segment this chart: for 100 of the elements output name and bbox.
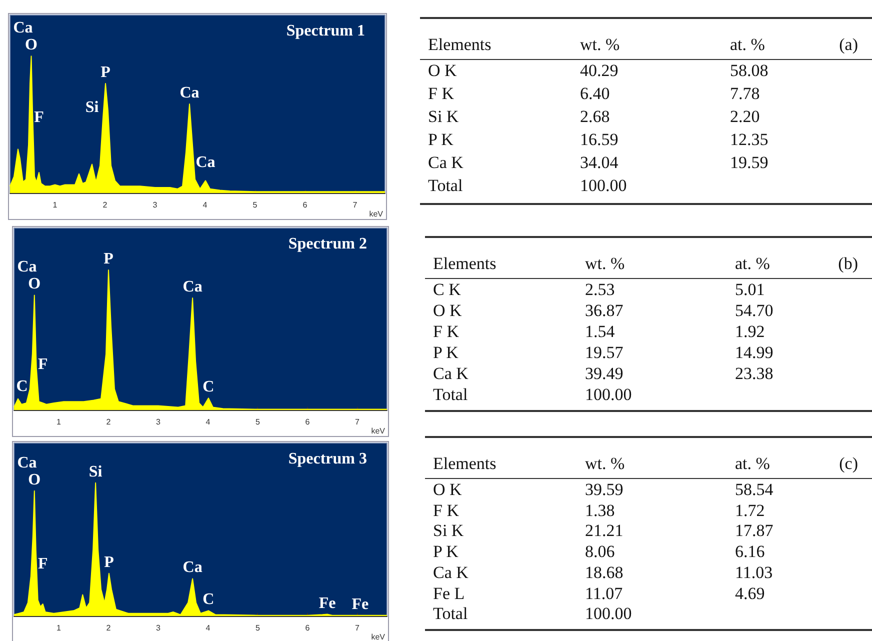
text: Elements: [428, 35, 492, 55]
annotation: P: [100, 64, 111, 81]
category-label: Total: [433, 604, 468, 624]
data-label: 1.38: [585, 500, 615, 521]
x-axis-title: keV: [369, 210, 384, 218]
x-axis-title: keV: [371, 426, 386, 436]
x-tick-label: 3: [156, 624, 161, 632]
category-label: F K: [433, 500, 459, 521]
data-label: 21.21: [585, 521, 624, 542]
data-label: 18.68: [585, 562, 624, 583]
annotation: C: [202, 591, 214, 608]
x-tick-label: 4: [206, 624, 211, 632]
text: Ca: [17, 454, 37, 472]
x-tick-label: 2: [106, 418, 112, 426]
x-tick-label: 1: [52, 200, 58, 210]
text: wt. %: [580, 35, 620, 55]
text: Elements: [433, 254, 496, 274]
annotation: O: [28, 471, 41, 488]
category-label: Ca K: [428, 153, 464, 173]
annotation: O: [25, 36, 38, 54]
x-tick-label: 6: [305, 418, 310, 426]
chart-title: Spectrum 3: [288, 450, 367, 468]
category-label: Ca K: [433, 364, 468, 384]
text: Elements: [433, 454, 496, 474]
data-label: 39.49: [585, 364, 624, 384]
data-label: 8.06: [585, 542, 615, 562]
data-label: 12.35: [730, 130, 768, 150]
annotation: Si: [88, 463, 103, 480]
data-label: 2.53: [585, 280, 615, 300]
data-label: 100.00: [585, 385, 632, 405]
text: Ca: [13, 20, 33, 37]
annotation: Ca: [196, 154, 216, 171]
annotation: P: [104, 554, 114, 571]
data-label: 58.54: [735, 480, 774, 500]
data-label: 14.99: [735, 343, 774, 363]
category-label: P K: [428, 130, 454, 150]
chart-title: Spectrum 2: [288, 236, 367, 252]
data-label: 16.59: [580, 130, 618, 150]
annotation: Ca: [17, 258, 37, 276]
data-label: 100.00: [580, 176, 627, 196]
data-label: 2.68: [580, 107, 610, 127]
data-label: 1.92: [735, 322, 765, 342]
data-label: 23.38: [735, 364, 774, 384]
data-label: 6.40: [580, 84, 610, 104]
x-tick-label: 6: [305, 624, 310, 632]
text: at. %: [735, 254, 770, 274]
text: (c): [839, 454, 858, 474]
category-label: Ca K: [433, 562, 468, 583]
data-label: 2.20: [730, 107, 760, 127]
category-label: C K: [433, 280, 461, 300]
text: wt. %: [585, 254, 625, 274]
annotation: Fe: [352, 596, 369, 613]
text: at. %: [730, 35, 765, 55]
annotation: F: [34, 108, 44, 126]
x-tick-label: 2: [106, 624, 112, 632]
x-tick-label: 2: [102, 200, 108, 210]
category-label: Total: [428, 176, 463, 196]
chart-title: Spectrum 1: [286, 22, 365, 40]
x-tick-label: 1: [56, 418, 62, 426]
data-label: 11.07: [585, 584, 623, 604]
category-label: P K: [433, 343, 458, 363]
category-label: F K: [433, 322, 459, 342]
data-label: 39.59: [585, 480, 624, 500]
category-label: Total: [433, 385, 468, 405]
text: (b): [838, 254, 858, 274]
x-tick-label: 7: [354, 418, 360, 426]
x-tick-label: 5: [255, 418, 260, 426]
data-label: 11.03: [735, 562, 773, 583]
text: at. %: [735, 454, 770, 474]
data-label: 36.87: [585, 301, 624, 321]
data-label: 5.01: [735, 280, 765, 300]
data-label: 1.72: [735, 500, 765, 521]
annotation: F: [38, 356, 48, 373]
data-label: 58.08: [730, 61, 768, 81]
x-tick-label: 7: [354, 624, 360, 632]
data-label: 19.59: [730, 153, 768, 173]
x-axis-title: keV: [371, 632, 386, 641]
category-label: O K: [433, 480, 462, 500]
data-label: 19.57: [585, 343, 624, 363]
x-tick-label: 5: [255, 624, 260, 632]
data-label: 54.70: [735, 301, 774, 321]
x-tick-label: 5: [252, 200, 258, 210]
annotation: F: [38, 555, 48, 572]
data-label: 100.00: [585, 604, 632, 624]
data-label: 6.16: [735, 542, 765, 562]
x-tick-label: 4: [202, 200, 208, 210]
data-label: 40.29: [580, 61, 618, 81]
category-label: Si K: [433, 521, 464, 542]
text: wt. %: [585, 454, 625, 474]
x-tick-label: 4: [206, 418, 211, 426]
annotation: Ca: [180, 84, 200, 102]
text: (a): [839, 35, 858, 55]
data-label: 1.54: [585, 322, 615, 342]
x-tick-label: 3: [156, 418, 161, 426]
annotation: Si: [85, 99, 100, 116]
annotation: P: [104, 250, 114, 268]
data-label: 4.69: [735, 584, 765, 604]
category-label: O K: [433, 301, 462, 321]
annotation: C: [16, 378, 28, 396]
x-tick-label: 7: [352, 200, 358, 210]
